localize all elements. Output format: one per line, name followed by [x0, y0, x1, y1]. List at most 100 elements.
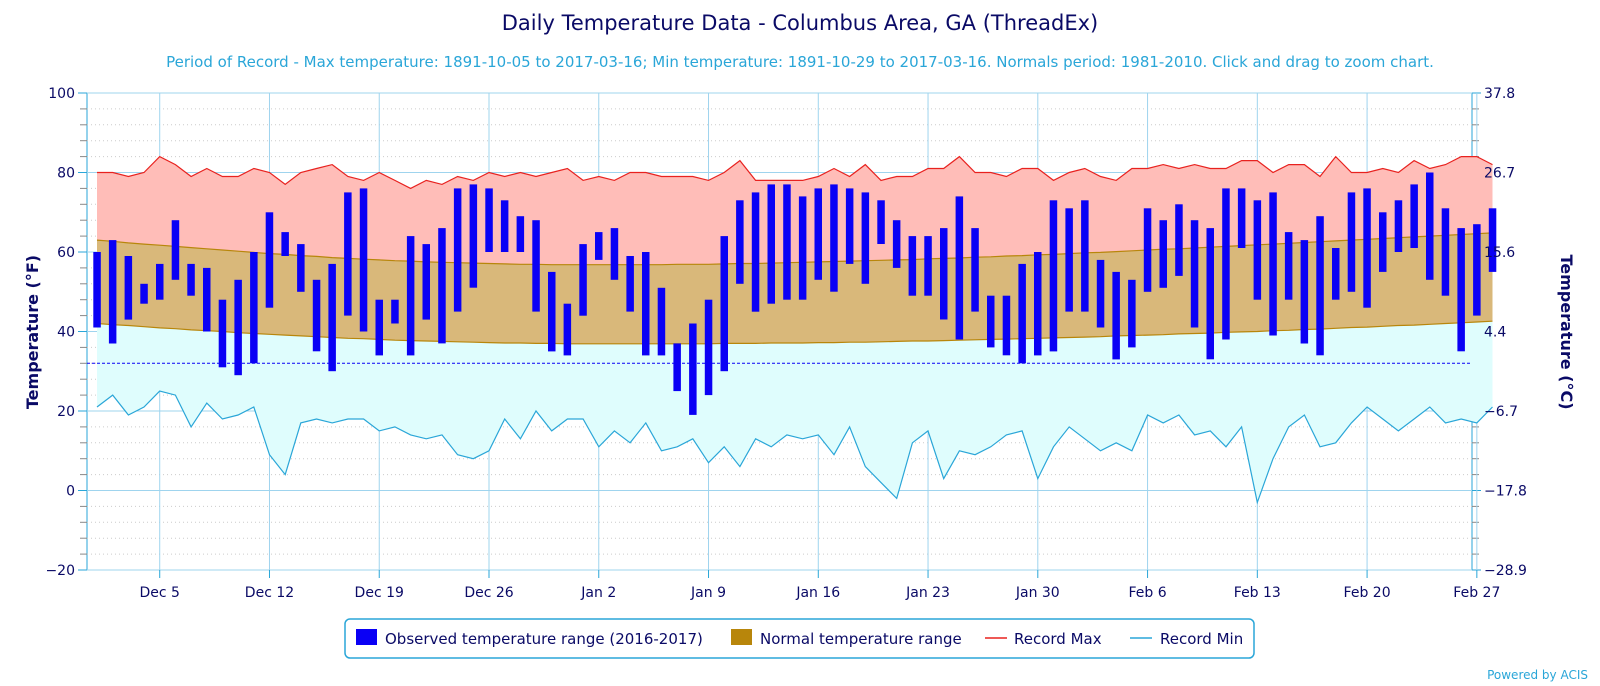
x-tick-label: Feb 27	[1453, 585, 1500, 601]
observed-range-bar	[1018, 263, 1026, 364]
observed-range-bar	[924, 236, 932, 296]
y-axis-left-ticks: 100 80 60 40 20 0 −20	[45, 86, 75, 579]
x-tick-label: Dec 19	[355, 585, 404, 601]
x-tick-label: Dec 12	[245, 585, 294, 601]
observed-range-bar	[830, 184, 838, 292]
chart-title: Daily Temperature Data - Columbus Area, …	[502, 11, 1098, 35]
observed-range-bar	[689, 323, 697, 415]
observed-range-bar	[1253, 200, 1262, 300]
observed-range-bar	[798, 196, 807, 300]
observed-range-bar	[1002, 295, 1011, 356]
observed-range-bar	[532, 220, 540, 312]
y-axis-left-title: Temperature (°F)	[23, 255, 42, 409]
observed-range-bar	[892, 220, 901, 268]
observed-range-bar	[438, 228, 446, 344]
x-tick-label: Jan 16	[795, 585, 840, 601]
observed-range-bar	[1284, 232, 1293, 300]
y-axis-right-ticks: 37.8 26.7 15.6 4.4 −6.7 −17.8 −28.9	[1484, 86, 1527, 579]
observed-range-bar	[124, 256, 133, 320]
x-tick-label: Feb 6	[1128, 585, 1166, 601]
y-tick-label-right: −6.7	[1484, 404, 1518, 420]
y-tick-label-right: −28.9	[1484, 563, 1527, 579]
observed-range-bar	[1065, 208, 1073, 312]
observed-range-bar	[1206, 228, 1214, 360]
credit-link[interactable]: Powered by ACIS	[1487, 668, 1588, 682]
record-max-line	[97, 155, 1493, 190]
range-areas	[96, 156, 1493, 503]
observed-range-bar	[720, 236, 728, 372]
observed-range-bar	[1410, 184, 1418, 248]
observed-range-bar	[1034, 252, 1042, 356]
y-tick-label-right: 15.6	[1484, 245, 1515, 261]
observed-range-bar	[359, 188, 368, 332]
observed-range-bar	[704, 299, 713, 396]
observed-range-bar	[642, 252, 650, 356]
y-tick-label-left: 40	[57, 325, 75, 341]
observed-range-bar	[673, 343, 681, 392]
x-tick-label: Jan 30	[1015, 585, 1060, 601]
observed-range-bar	[265, 212, 274, 308]
observed-range-bar	[1081, 200, 1089, 312]
observed-range-bar	[877, 200, 885, 244]
observed-range-bar	[250, 252, 258, 364]
observed-range-bar	[1332, 248, 1340, 300]
y-tick-label-left: 20	[57, 404, 75, 420]
observed-range-bar	[281, 232, 289, 256]
observed-range-bar	[203, 267, 211, 332]
observed-range-bar	[156, 263, 164, 300]
observed-range-bar	[234, 279, 242, 376]
observed-range-bar	[1190, 220, 1199, 328]
observed-range-bar	[610, 228, 619, 280]
observed-range-bar	[1143, 208, 1152, 292]
observed-range-bar	[1159, 220, 1167, 288]
y-tick-label-left: −20	[45, 563, 75, 579]
legend-item-record-min[interactable]: Record Min	[1130, 630, 1243, 648]
x-tick-label: Dec 5	[139, 585, 179, 601]
x-tick-label: Jan 2	[580, 585, 616, 601]
observed-range-bar	[453, 188, 462, 312]
legend-item-normal[interactable]: Normal temperature range	[731, 629, 962, 648]
observed-range-bar	[297, 244, 305, 292]
observed-range-bar	[218, 299, 227, 368]
y-tick-label-left: 0	[66, 484, 75, 500]
observed-range-bar	[93, 252, 101, 328]
observed-range-bar	[626, 256, 634, 312]
observed-range-bar	[500, 200, 509, 252]
observed-range-bar	[344, 192, 352, 316]
observed-range-bar	[845, 188, 854, 264]
observed-range-bar	[1363, 188, 1371, 308]
observed-range-bar	[563, 303, 572, 356]
y-tick-label-right: 37.8	[1484, 86, 1515, 102]
observed-range-bar	[1269, 192, 1277, 336]
observed-range-bar	[1175, 204, 1183, 276]
observed-range-bar	[1347, 192, 1356, 292]
legend-observed-label: Observed temperature range (2016-2017)	[385, 630, 703, 648]
observed-range-bar	[1222, 188, 1230, 340]
y-axis-right-title: Temperature (°C)	[1557, 254, 1576, 409]
observed-range-bar	[1394, 200, 1403, 252]
observed-range-bar	[657, 287, 666, 356]
observed-bars	[93, 172, 1497, 415]
record-lines	[96, 155, 1493, 505]
observed-range-bar	[171, 220, 180, 280]
observed-range-bar	[422, 244, 430, 320]
x-tick-label: Dec 26	[464, 585, 513, 601]
legend-normal-label: Normal temperature range	[760, 630, 962, 648]
y-tick-label-right: −17.8	[1484, 484, 1527, 500]
legend-item-observed[interactable]: Observed temperature range (2016-2017)	[356, 629, 703, 648]
observed-range-bar	[1128, 279, 1136, 348]
observed-range-bar	[736, 200, 744, 284]
normal-range-area	[97, 232, 1493, 344]
y-tick-label-right: 4.4	[1484, 325, 1506, 341]
observed-range-bar	[1426, 172, 1434, 280]
observed-range-bar	[783, 184, 791, 300]
observed-range-bar	[940, 228, 948, 320]
observed-range-bar	[814, 188, 822, 280]
legend-item-record-max[interactable]: Record Max	[985, 630, 1102, 648]
observed-range-bar	[987, 295, 995, 348]
observed-range-bar	[579, 244, 587, 316]
record-min-fill-area	[97, 321, 1493, 503]
observed-range-bar	[140, 283, 148, 304]
